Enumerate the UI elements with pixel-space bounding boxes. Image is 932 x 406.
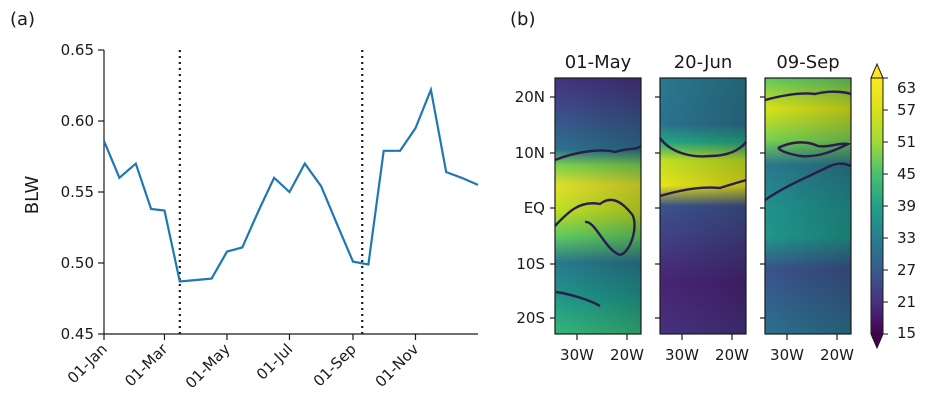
colorbar-tick-label: 63	[897, 79, 916, 97]
panel-a-label: (a)	[10, 9, 35, 30]
heatmap-panels	[554, 62, 884, 350]
x-tick-label: 01-Jan	[64, 340, 111, 387]
contour-line	[777, 141, 852, 158]
contour-line	[554, 198, 636, 257]
lon-tick-label: 20W	[715, 346, 749, 364]
panel-b-label: (b)	[510, 9, 535, 30]
colorbar-tick-label: 21	[897, 293, 916, 311]
colorbar-max-arrow	[870, 62, 884, 79]
heatmap-frame	[764, 77, 852, 335]
y-tick-label: 0.50	[61, 254, 94, 272]
lon-tick-label: 30W	[770, 346, 804, 364]
x-tick-label: 01-Nov	[372, 340, 423, 391]
colorbar-tick-label: 57	[897, 101, 916, 119]
colorbar-tick-label: 45	[897, 165, 916, 183]
contour-line	[659, 178, 747, 198]
y-tick-label: 0.45	[61, 325, 94, 343]
lon-tick-label: 20W	[820, 346, 854, 364]
colorbar-tick-label: 33	[897, 229, 916, 247]
colorbar-tick-label: 51	[897, 133, 916, 151]
x-tick-label: 01-May	[182, 340, 234, 392]
x-tick-label: 01-Jul	[253, 340, 296, 383]
lat-tick-label: 20N	[515, 88, 545, 106]
y-tick-label: 0.55	[61, 183, 94, 201]
heatmap-shade	[660, 78, 746, 334]
colorbar-tick-label: 15	[897, 324, 916, 342]
y-tick-label: 0.65	[61, 41, 94, 59]
x-tick-label: 01-Sep	[310, 340, 360, 390]
heatmap-frame	[659, 77, 747, 335]
lat-tick-label: EQ	[524, 199, 545, 217]
heatmap-frame	[554, 77, 642, 335]
colorbar-min-arrow	[870, 333, 884, 350]
colorbar	[870, 77, 884, 335]
lon-tick-label: 30W	[665, 346, 699, 364]
lat-tick-label: 20S	[516, 309, 545, 327]
lon-tick-label: 20W	[610, 346, 644, 364]
heatmap-shade	[765, 78, 851, 334]
colorbar-tick-label: 39	[897, 197, 916, 215]
blw-series-line	[102, 85, 479, 283]
x-tick-label: 01-Mar	[121, 340, 172, 391]
y-axis-label: BLW	[22, 176, 43, 215]
lat-tick-label: 10N	[515, 144, 545, 162]
line-chart-panel: 0.45 0.50 0.55 0.60 0.65 01-Jan 01-Mar 01-May 0…	[61, 41, 479, 392]
heatmap-shade	[555, 78, 641, 334]
heatmap-title: 09-Sep	[776, 52, 839, 73]
heatmap-title: 20-Jun	[674, 52, 733, 73]
lat-tick-label: 10S	[516, 255, 545, 273]
lon-tick-label: 30W	[560, 346, 594, 364]
y-tick-label: 0.60	[61, 112, 94, 130]
contour-line	[764, 162, 852, 201]
contour-line	[554, 144, 642, 162]
contour-line	[659, 137, 747, 158]
colorbar-tick-label: 27	[897, 261, 916, 279]
contour-line	[764, 90, 852, 102]
contour-line	[555, 290, 601, 308]
heatmap-title: 01-May	[565, 52, 632, 73]
